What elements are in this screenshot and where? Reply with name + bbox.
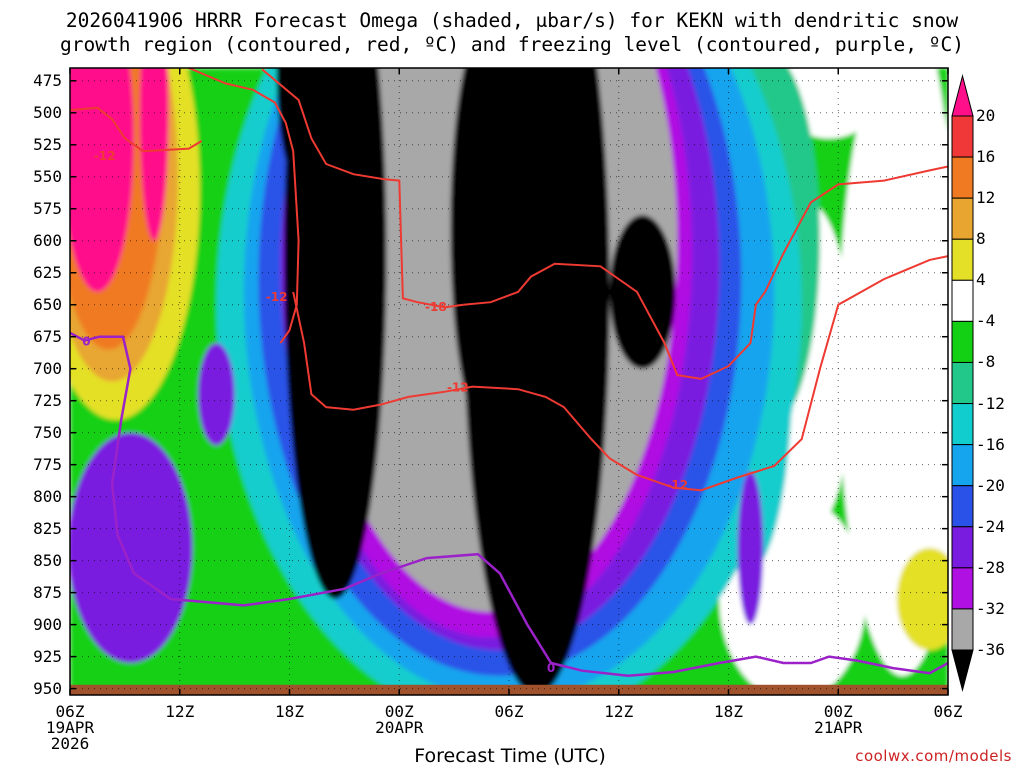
freezing-label-1: 0: [82, 335, 90, 349]
x-tick-label-1: 12Z: [165, 702, 195, 721]
y-tick-label-725: 725: [33, 390, 62, 410]
colorbar-label-4: 8: [976, 229, 986, 249]
dendritic-contour-2: [188, 67, 300, 344]
colorbar-label-10: -20: [976, 475, 1005, 495]
colorbar-bin-2: [951, 115, 974, 158]
colorbar-label-2: 16: [976, 147, 996, 167]
y-tick-label-850: 850: [33, 550, 62, 570]
x-tick-label-0: 06Z: [55, 702, 85, 721]
freezing-label-2: 0: [547, 661, 555, 675]
source-credit: coolwx.com/models: [855, 747, 1012, 765]
freezing-contour-1: [69, 331, 949, 678]
chart-title-line-1: 2026041906 HRRR Forecast Omega (shaded, …: [65, 9, 959, 32]
colorbar-bin-12: [951, 526, 974, 569]
x-tick-sublabel-0-0: 19APR: [45, 718, 95, 737]
dendritic-label-4: -12: [447, 381, 469, 395]
colorbar-label-1: 20: [976, 106, 996, 125]
omega-region-9: [838, 68, 948, 676]
y-tick-label-650: 650: [33, 294, 62, 314]
omega-region-30: [70, 432, 193, 663]
chart-title-line-2: growth region (contoured, red, ºC) and f…: [60, 33, 964, 56]
y-tick-label-900: 900: [33, 614, 62, 634]
colorbar-label-13: -32: [976, 598, 1005, 618]
colorbar-bin-1: [951, 74, 974, 117]
x-tick-sublabel-0-1: 2026: [50, 734, 90, 753]
colorbar-bin-4: [951, 197, 974, 240]
y-tick-label-575: 575: [33, 198, 62, 218]
dendritic-contour-3: [261, 68, 464, 309]
y-tick-label-600: 600: [33, 230, 62, 250]
x-tick-sublabel-7-0: 21APR: [814, 718, 863, 737]
omega-region-21: [276, 68, 332, 190]
y-tick-label-775: 775: [33, 454, 62, 474]
y-tick-label-525: 525: [33, 134, 62, 154]
colorbar-bin-14: [951, 608, 974, 651]
y-tick-label-950: 950: [33, 678, 62, 698]
dendritic-contour-4: [292, 255, 949, 492]
omega-region-31: [198, 343, 235, 446]
y-tick-label-875: 875: [33, 582, 62, 602]
y-tick-label-675: 675: [33, 326, 62, 346]
omega-region-23: [450, 68, 524, 433]
x-tick-label-6: 18Z: [714, 702, 743, 721]
colorbar-label-11: -24: [976, 516, 1005, 536]
colorbar-label-3: 12: [976, 188, 996, 208]
colorbar-label-7: -8: [976, 352, 996, 372]
x-axis-title: Forecast Time (UTC): [414, 745, 606, 767]
y-tick-label-550: 550: [33, 166, 62, 186]
colorbar-bin-3: [951, 156, 974, 199]
colorbar-bin-5: [951, 238, 974, 281]
colorbar-bin-6: [951, 279, 974, 322]
omega-region-32: [737, 471, 764, 625]
colorbar-bin-8: [951, 361, 974, 405]
colorbar-label-6: -4: [976, 311, 996, 331]
colorbar-bin-10: [951, 444, 974, 487]
omega-region-4: [70, 68, 135, 292]
dendritic-label-5: -12: [666, 478, 688, 492]
x-tick-label-3: 00Z: [384, 702, 414, 721]
dendritic-label-2: -12: [266, 290, 288, 304]
colorbar-label-5: 4: [976, 270, 986, 290]
colorbar-label-8: -12: [976, 393, 1005, 413]
y-tick-label-500: 500: [33, 102, 62, 122]
y-tick-label-925: 925: [33, 646, 62, 666]
omega-region-24: [519, 68, 601, 203]
x-tick-sublabel-3-0: 20APR: [375, 718, 424, 737]
colorbar-bin-9: [951, 403, 974, 446]
x-tick-label-2: 18Z: [275, 702, 304, 721]
dendritic-label-3: -18: [425, 300, 447, 314]
y-tick-label-625: 625: [33, 262, 62, 282]
colorbar-bin-15: [951, 649, 974, 692]
colorbar-bin-7: [951, 320, 974, 363]
x-tick-label-5: 12Z: [604, 702, 634, 721]
x-tick-label-7: 00Z: [823, 702, 853, 721]
y-tick-label-825: 825: [33, 518, 62, 538]
dendritic-contour-5: [463, 165, 949, 380]
omega-region-10: [896, 547, 948, 651]
colorbar-bin-11: [951, 485, 974, 528]
dendritic-label-1: -12: [94, 149, 116, 163]
x-tick-label-4: 06Z: [494, 702, 524, 721]
y-tick-label-750: 750: [33, 422, 62, 442]
colorbar-bin-13: [951, 567, 974, 610]
colorbar-label-14: -36: [976, 640, 1005, 659]
y-tick-label-700: 700: [33, 358, 62, 378]
y-tick-label-475: 475: [33, 70, 62, 90]
omega-region-25: [609, 215, 676, 369]
omega-region-20: [284, 68, 387, 599]
colorbar-label-9: -16: [976, 434, 1005, 454]
omega-region-5: [139, 68, 169, 241]
x-tick-label-8: 06Z: [933, 702, 963, 721]
y-tick-label-800: 800: [33, 486, 62, 506]
colorbar-label-12: -28: [976, 557, 1005, 577]
dendritic-contour-1: [69, 106, 203, 153]
